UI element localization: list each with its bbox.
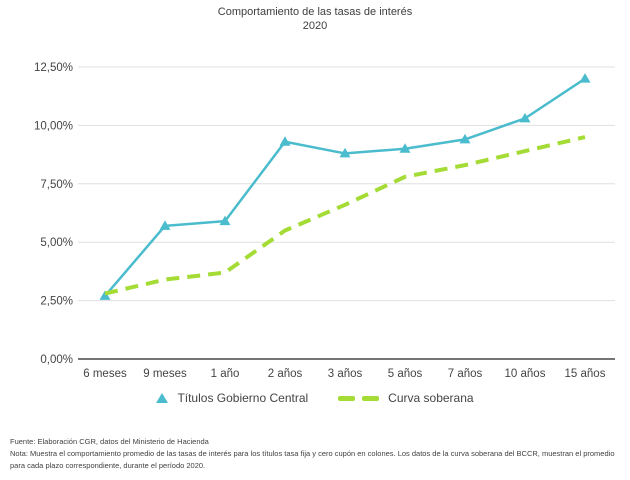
dashed-line-icon	[338, 395, 380, 401]
chart-footnote: Fuente: Elaboración CGR, datos del Minis…	[10, 436, 622, 472]
data-point-marker	[579, 73, 591, 83]
data-point-marker	[159, 220, 171, 230]
y-tick-label: 7,50%	[40, 179, 73, 191]
chart-title-year: 2020	[302, 20, 328, 32]
legend-label-titulos: Títulos Gobierno Central	[177, 391, 309, 405]
legend-label-curva: Curva soberana	[388, 391, 474, 405]
legend-item-curva-soberana: Curva soberana	[338, 391, 474, 405]
data-point-marker	[99, 290, 111, 300]
chart-plot-area: 12,50% 10,00% 7,50% 5,00% 2,50% 0,00% 6 meses 9…	[0, 55, 630, 392]
source-note: Fuente: Elaboración CGR, datos del Minis…	[10, 437, 209, 446]
interest-rates-chart-svg: 12,50% 10,00% 7,50% 5,00% 2,50% 0,00% 6 meses 9…	[34, 62, 615, 380]
y-tick-label: 5,00%	[40, 237, 73, 249]
x-axis-label: 7 años	[448, 368, 483, 380]
chart-title-line1: Comportamiento de las tasas de interés	[217, 6, 413, 18]
series-line-t-tulos-gobierno-central	[104, 77, 586, 297]
x-axis-label: 1 año	[211, 368, 240, 380]
x-axis-label: 10 años	[505, 368, 546, 380]
x-axis-label: 15 años	[565, 368, 606, 380]
series-line-curva-soberana	[104, 135, 586, 296]
data-point-marker	[219, 215, 231, 226]
triangle-marker-icon	[156, 393, 169, 403]
x-axis-label: 6 meses	[83, 368, 127, 380]
data-point-marker	[399, 143, 411, 153]
x-axis-label: 3 años	[328, 368, 363, 380]
x-axis-label: 5 años	[388, 368, 423, 380]
chart-title: Comportamiento de las tasas de interés 2…	[0, 5, 630, 33]
legend-item-titulos-gobierno-central: Títulos Gobierno Central	[156, 391, 308, 405]
x-axis-label: 9 meses	[143, 368, 187, 380]
chart-legend: Títulos Gobierno Central Curva soberana	[0, 391, 630, 405]
y-tick-label: 2,50%	[40, 296, 73, 308]
x-axis-label: 2 años	[268, 368, 303, 380]
methodology-note: Nota: Muestra el comportamiento promedio…	[10, 449, 615, 470]
data-point-marker	[279, 136, 291, 146]
data-point-marker	[519, 112, 531, 123]
data-point-marker	[339, 147, 351, 158]
data-point-marker	[459, 133, 471, 144]
y-tick-label: 12,50%	[34, 62, 73, 74]
y-tick-label: 0,00%	[40, 354, 73, 366]
y-tick-label: 10,00%	[34, 120, 73, 132]
